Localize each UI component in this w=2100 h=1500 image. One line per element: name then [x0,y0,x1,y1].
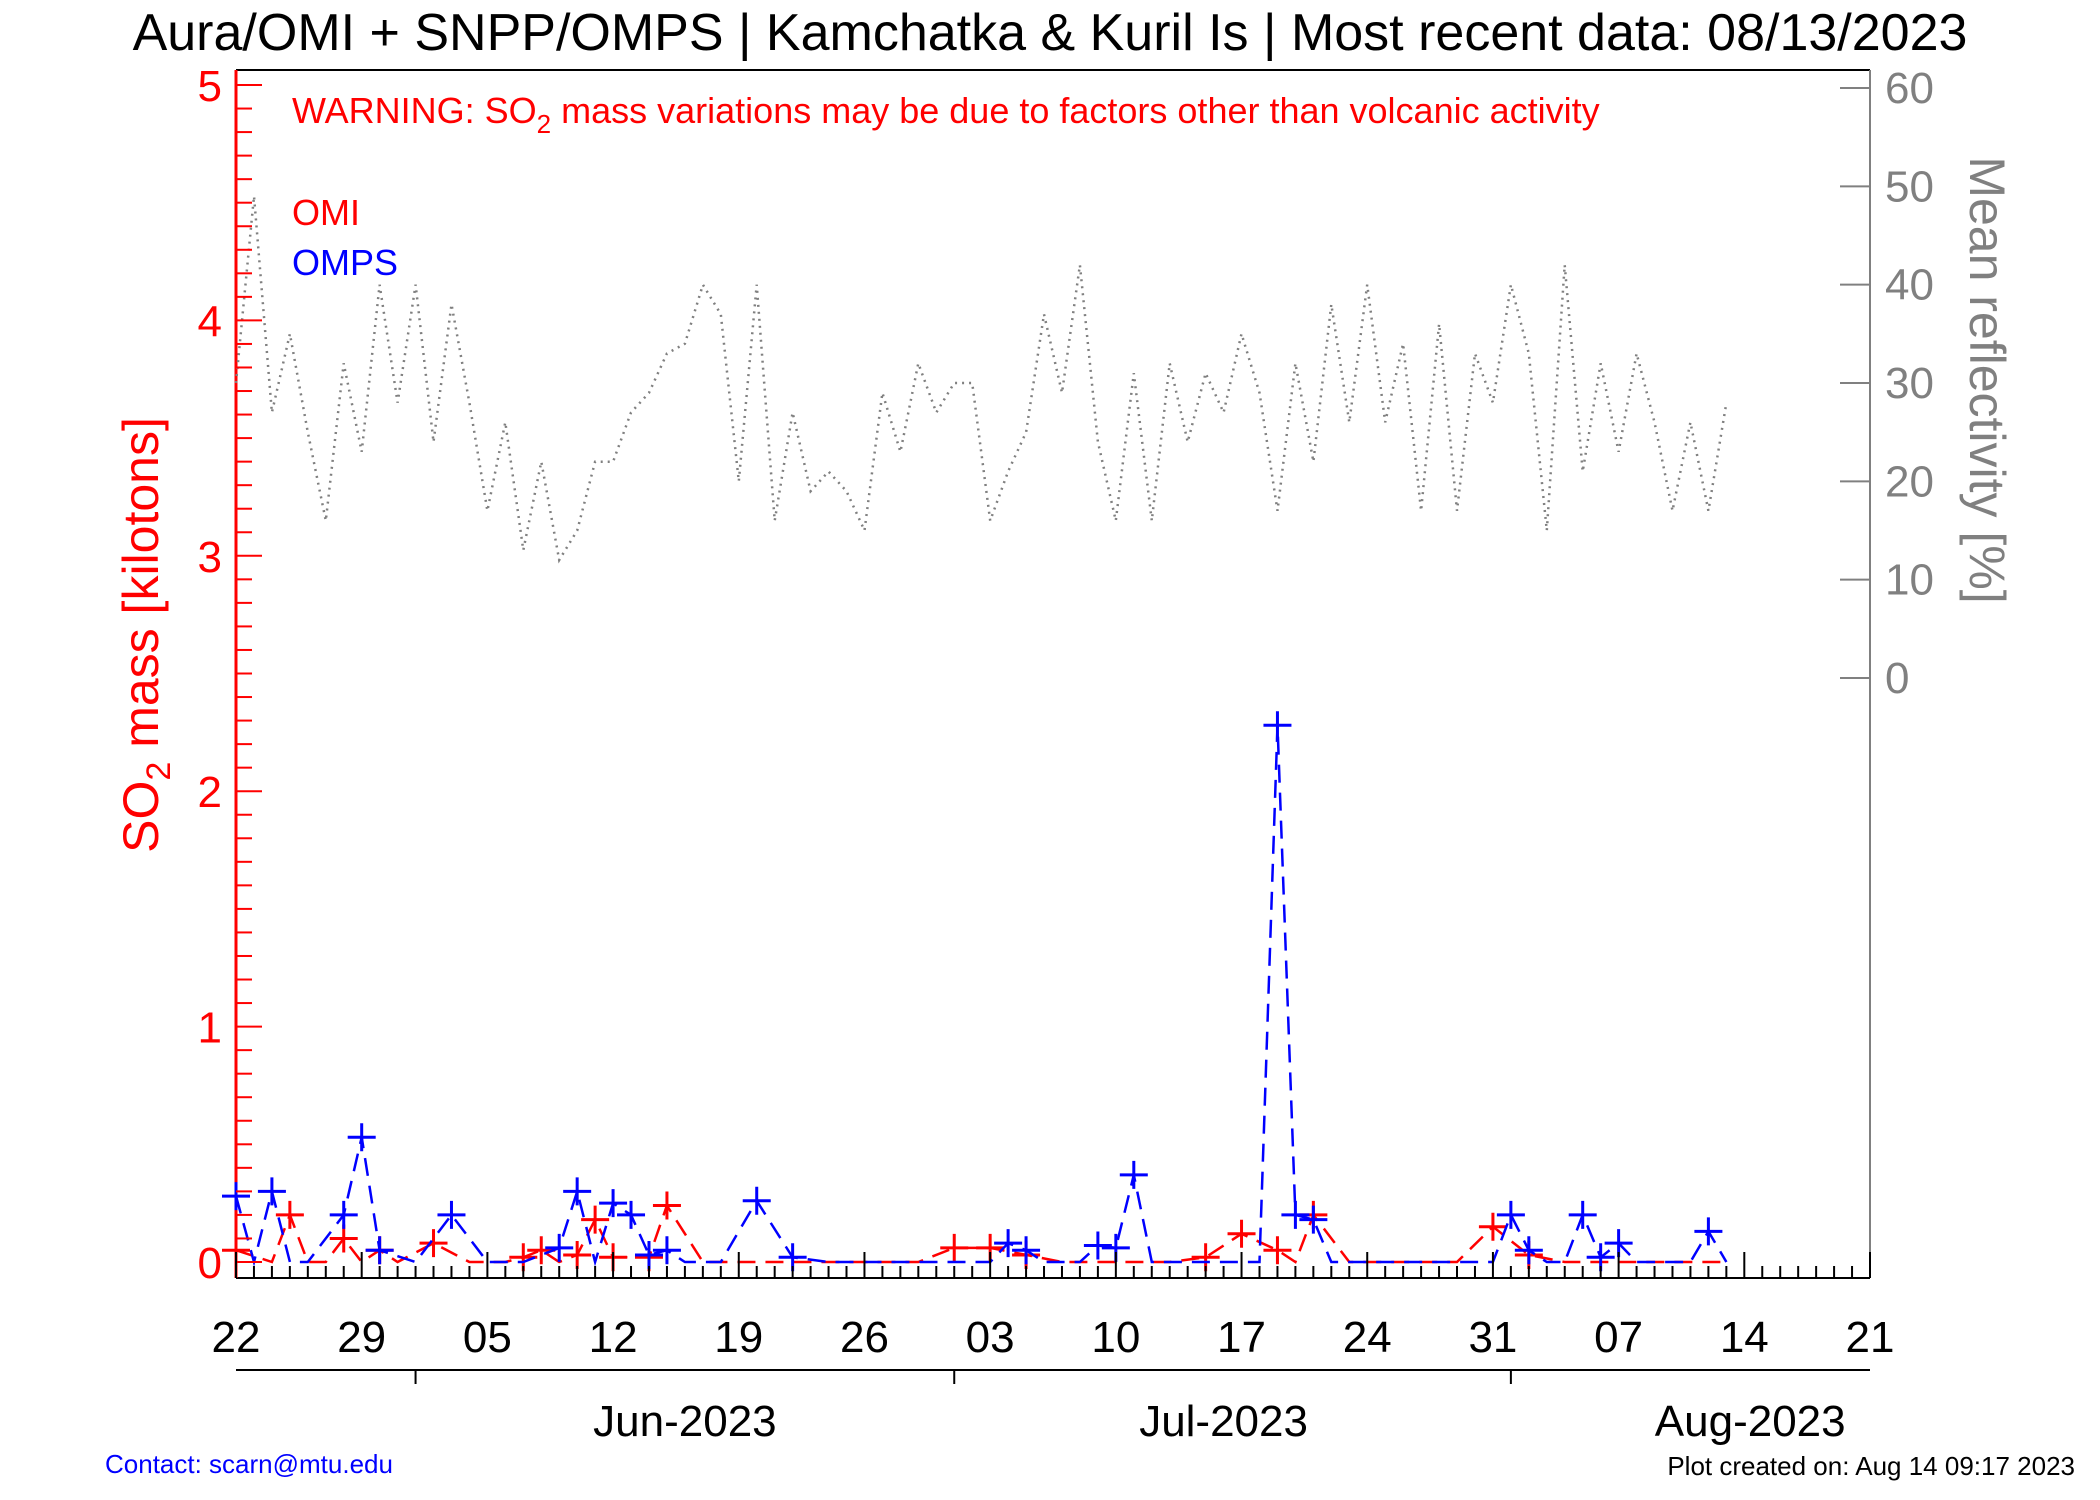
series-layer [222,196,1728,1272]
chart-title: Aura/OMI + SNPP/OMPS | Kamchatka & Kuril… [133,4,1968,62]
data-point-omps [222,1182,250,1211]
x-tick-label: 26 [840,1313,889,1362]
data-point-omi [329,1224,358,1253]
data-point-omi [652,1191,681,1220]
legend-omps: OMPS [292,242,398,283]
y2-tick-label: 50 [1885,162,1934,211]
axes: Jun-2023 Jul-2023 Aug-2023 [234,69,1871,1446]
data-point-omps [1694,1217,1723,1246]
y-axis-label: SO2 mass [kilotons] [113,417,178,853]
data-point-omps [257,1177,286,1206]
y-tick-label: 5 [198,62,222,111]
data-point-omps [563,1177,592,1206]
data-point-omps [1119,1160,1148,1189]
created-text: Plot created on: Aug 14 09:17 2023 [1667,1451,2075,1481]
y2-tick-label: 40 [1885,261,1934,310]
y2-axis-label: Mean reflectivity [%] [1959,156,2015,603]
data-point-omps [599,1189,628,1218]
data-point-omps [1514,1236,1543,1265]
data-point-omps [1496,1200,1525,1229]
data-point-omps [1083,1231,1112,1260]
x-tick-label: 24 [1343,1313,1392,1362]
data-point-omps [365,1236,394,1265]
data-point-omps [1299,1205,1328,1234]
month-label: Aug-2023 [1655,1397,1846,1446]
data-point-omps [742,1186,771,1215]
warning-text: WARNING: SO2 mass variations may be due … [292,90,1600,139]
data-point-omps [1281,1200,1310,1229]
data-point-omi [1263,1236,1292,1265]
data-point-omps [329,1200,358,1229]
x-tick-label: 12 [589,1313,638,1362]
data-point-omps [1568,1200,1597,1229]
y2-tick-label: 60 [1885,64,1934,113]
month-label: Jul-2023 [1139,1397,1308,1446]
data-point-omps [634,1240,663,1269]
x-tick-label: 10 [1091,1313,1140,1362]
data-point-omi [1478,1212,1507,1241]
data-point-omi [940,1233,969,1262]
y2-tick-label: 30 [1885,359,1934,408]
x-tick-label: 05 [463,1313,512,1362]
y2-tick-label: 20 [1885,457,1934,506]
data-point-omi [581,1205,610,1234]
data-point-omps [545,1233,574,1262]
x-tick-label: 31 [1468,1313,1517,1362]
data-point-omps [617,1200,646,1229]
data-point-omps [652,1236,681,1265]
x-tick-label: 14 [1720,1313,1769,1362]
data-point-omps [994,1229,1023,1258]
y-tick-label: 1 [198,1004,222,1053]
y-tick-label: 4 [198,297,222,346]
y-tick-label: 0 [198,1239,222,1288]
x-tick-label: 29 [337,1313,386,1362]
data-point-omps [1263,711,1292,740]
series-line-mean-reflectivity [234,196,1728,564]
x-tick-label: 21 [1846,1313,1895,1362]
data-point-omps [437,1200,466,1229]
series-line-omps [234,725,1728,1267]
legend-omi: OMI [292,192,360,233]
data-point-omi [1227,1219,1256,1248]
y2-tick-label: 0 [1885,654,1909,703]
y-tick-label: 2 [198,768,222,817]
x-tick-label: 07 [1594,1313,1643,1362]
y-tick-label: 3 [198,533,222,582]
x-tick-label: 03 [966,1313,1015,1362]
month-label: Jun-2023 [593,1397,776,1446]
contact-text[interactable]: Contact: scarn@mtu.edu [105,1449,393,1479]
x-tick-label: 19 [714,1313,763,1362]
data-point-omps [347,1123,376,1152]
x-tick-label: 17 [1217,1313,1266,1362]
y2-tick-label: 10 [1885,556,1934,605]
data-point-omi [275,1200,304,1229]
data-point-omps [1012,1236,1041,1265]
x-tick-label: 22 [212,1313,261,1362]
data-point-omi [419,1229,448,1258]
data-point-omi [563,1240,592,1269]
